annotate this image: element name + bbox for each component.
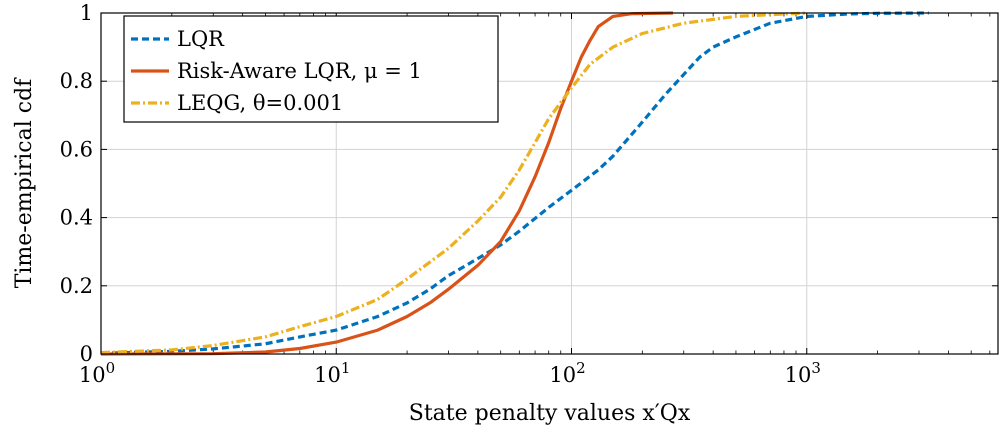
y-tick-label: 0.2 xyxy=(60,274,93,298)
series-line-1 xyxy=(100,11,674,356)
x-tick-base: 10 xyxy=(549,363,576,387)
x-tick-exponent: 3 xyxy=(811,359,821,377)
series-lines xyxy=(100,11,929,356)
y-tick-label: 0 xyxy=(80,342,93,366)
x-tick-base: 10 xyxy=(785,363,812,387)
x-tick-label: 103 xyxy=(785,359,821,387)
legend-entry-0: LQR xyxy=(177,27,225,51)
y-tick-label: 1 xyxy=(80,1,93,25)
x-tick-label: 102 xyxy=(549,359,585,387)
x-tick-exponent: 2 xyxy=(576,359,586,377)
x-tick-label: 101 xyxy=(314,359,350,387)
series-line-2 xyxy=(100,11,807,355)
x-tick-base: 10 xyxy=(314,363,341,387)
legend-entry-1: Risk-Aware LQR, μ = 1 xyxy=(177,59,422,83)
x-axis-label: State penalty values x′Qx xyxy=(409,401,691,426)
y-tick-label: 0.6 xyxy=(60,137,93,161)
legend-entry-2: LEQG, θ=0.001 xyxy=(177,91,343,115)
series-line-0 xyxy=(100,11,929,355)
y-tick-label: 0.8 xyxy=(60,69,93,93)
x-tick-label: 100 xyxy=(79,359,115,387)
plot-frame xyxy=(100,12,999,355)
x-tick-base: 10 xyxy=(79,363,106,387)
x-tick-exponent: 0 xyxy=(106,359,116,377)
legend: LQR Risk-Aware LQR, μ = 1 LEQG, θ=0.001 xyxy=(123,15,499,123)
y-axis-label: Time-empirical cdf xyxy=(12,77,37,288)
legend-box xyxy=(123,15,499,123)
y-tick-label: 0.4 xyxy=(60,206,93,230)
x-tick-exponent: 1 xyxy=(341,359,351,377)
